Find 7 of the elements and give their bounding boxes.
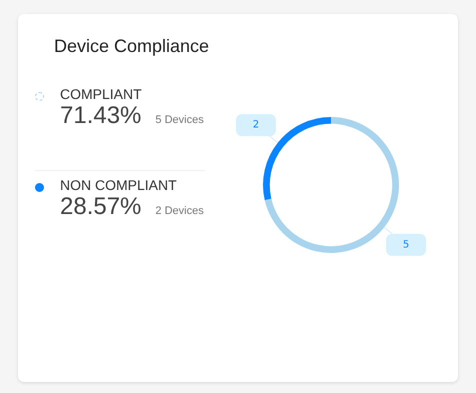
text: 71.43%	[60, 102, 142, 130]
text: 2 Devices	[155, 205, 204, 217]
legend-label: COMPLIANT	[60, 86, 143, 102]
text: 28.57%	[60, 193, 142, 221]
legend-label: NON COMPLIANT	[60, 177, 178, 193]
text: 5 Devices	[155, 114, 204, 126]
chart-title: Device Compliance	[54, 36, 210, 57]
